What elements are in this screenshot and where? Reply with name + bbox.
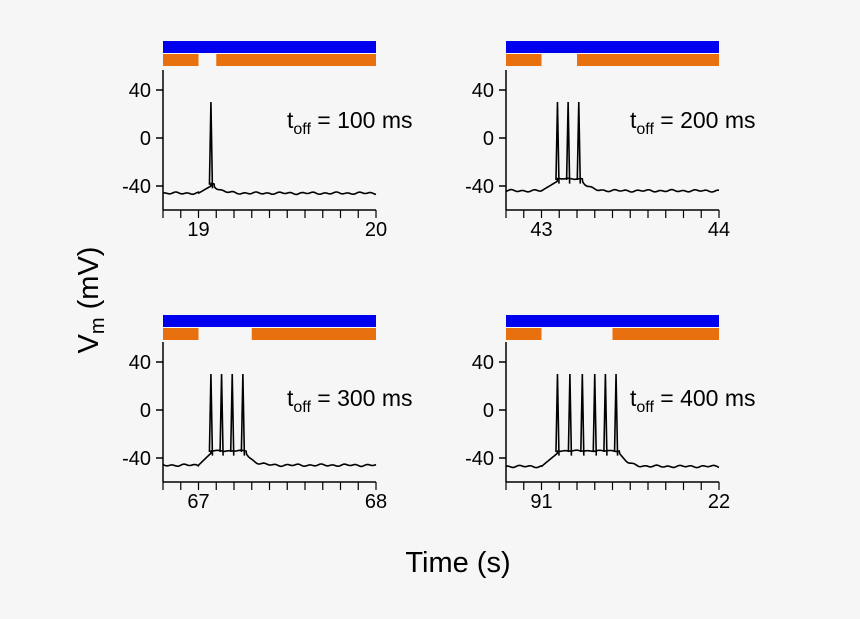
toff-label-t: t: [287, 107, 294, 133]
orange-light-bar-pre: [506, 328, 542, 340]
spike: [208, 101, 214, 189]
toff-label-value: = 100 ms: [311, 107, 413, 133]
orange-light-bar-post: [612, 328, 719, 340]
x-tick-label: 67: [187, 491, 209, 513]
x-tick-label: 44: [708, 219, 730, 241]
y-tick-label: -40: [122, 448, 151, 470]
spike: [219, 373, 224, 456]
y-tick-label: -40: [465, 176, 494, 198]
toff-label-sub: off: [636, 121, 654, 138]
spike: [555, 373, 560, 456]
y-axis-title: Vm (mV): [73, 247, 109, 354]
blue-light-bar: [506, 41, 719, 53]
toff-label-t: t: [630, 107, 637, 133]
toff-label: toff = 300 ms: [287, 385, 413, 416]
blue-light-bar: [163, 315, 376, 327]
membrane-trace: [162, 449, 377, 468]
spike: [240, 373, 246, 456]
toff-label: toff = 100 ms: [287, 107, 413, 138]
y-tick-label: 0: [140, 400, 151, 422]
toff-label-value: = 400 ms: [654, 385, 756, 411]
spike: [208, 373, 214, 456]
spike: [555, 101, 560, 184]
x-axis-title: Time (s): [405, 547, 510, 579]
orange-light-bar-post: [251, 328, 376, 340]
y-tick-label: 40: [129, 352, 151, 374]
toff-label-t: t: [630, 385, 637, 411]
spike: [592, 373, 598, 456]
spike: [576, 101, 582, 184]
x-tick-label: 22: [708, 491, 730, 513]
x-tick-label: 43: [530, 219, 552, 241]
orange-light-bar-pre: [506, 54, 542, 66]
toff-label-sub: off: [636, 399, 654, 416]
y-tick-label: 0: [483, 128, 494, 150]
blue-light-bar: [506, 315, 719, 327]
spike: [580, 373, 585, 456]
y-axis-title-sub: m: [87, 317, 109, 334]
blue-light-bar: [163, 41, 376, 53]
y-axis-title-main: V: [73, 333, 105, 353]
toff-label-value: = 200 ms: [654, 107, 756, 133]
y-tick-label: -40: [465, 448, 494, 470]
spike: [567, 373, 573, 456]
panel-4: 40 0 -40 91 22 toff = 400 ms: [465, 315, 756, 513]
orange-light-bar-post: [577, 54, 719, 66]
orange-light-bar-pre: [163, 54, 199, 66]
x-tick-label: 20: [365, 219, 387, 241]
x-tick-label: 91: [530, 491, 552, 513]
y-tick-label: 40: [129, 80, 151, 102]
y-tick-label: 0: [140, 128, 151, 150]
toff-label-t: t: [287, 385, 294, 411]
spike: [613, 373, 619, 456]
y-tick-label: 40: [472, 352, 494, 374]
y-tick-label: -40: [122, 176, 151, 198]
spike: [229, 373, 235, 456]
spike: [603, 373, 608, 456]
membrane-trace: [162, 182, 377, 196]
toff-label-value: = 300 ms: [311, 385, 413, 411]
orange-light-bar-pre: [163, 328, 199, 340]
x-tick-label: 68: [365, 491, 387, 513]
toff-label-sub: off: [293, 399, 311, 416]
y-axis-title-unit: (mV): [73, 247, 105, 318]
panel-3: 40 0 -40 67 68 toff = 300 ms: [122, 315, 413, 513]
x-tick-label: 19: [187, 219, 209, 241]
toff-label: toff = 400 ms: [630, 385, 756, 416]
y-tick-label: 40: [472, 80, 494, 102]
y-tick-label: 0: [483, 400, 494, 422]
membrane-trace: [505, 177, 719, 193]
panel-2: 40 0 -40 43 44 toff = 200 ms: [465, 41, 756, 241]
membrane-trace: [505, 449, 720, 469]
orange-light-bar-post: [216, 54, 376, 66]
toff-label: toff = 200 ms: [630, 107, 756, 138]
spike: [565, 101, 571, 184]
panel-1: 40 0 -40 19 20 toff = 100 ms: [122, 41, 413, 241]
toff-label-sub: off: [293, 121, 311, 138]
